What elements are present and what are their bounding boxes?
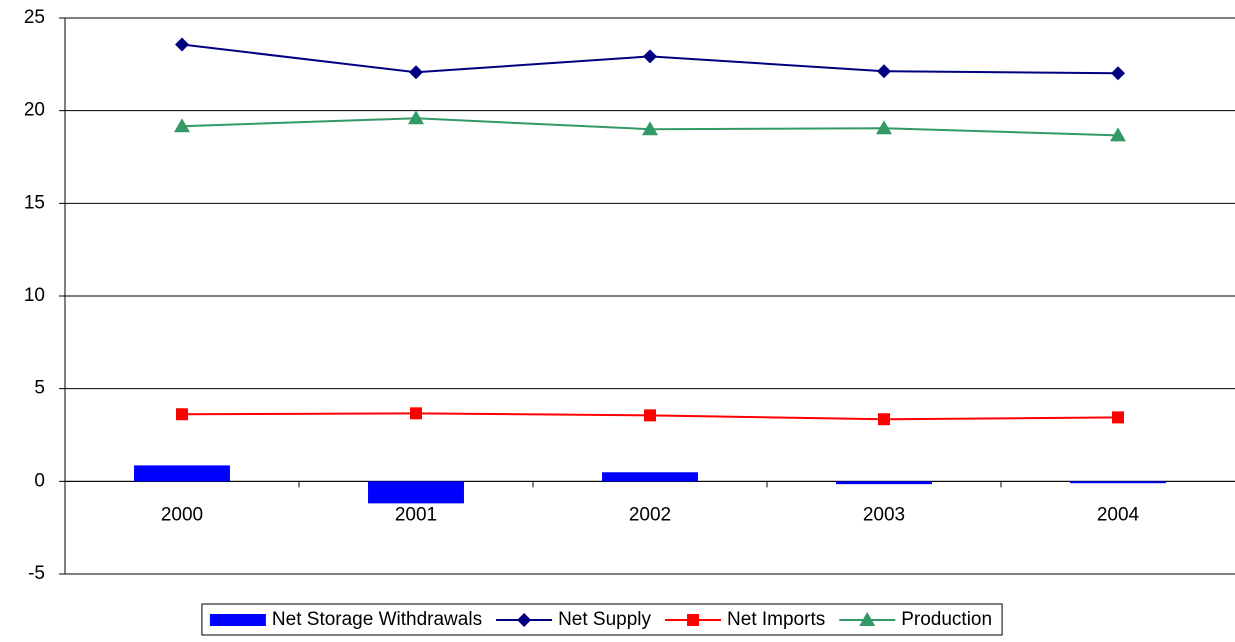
- marker: [408, 110, 424, 125]
- y-tick-label: 5: [34, 378, 45, 399]
- y-tick-label: -5: [28, 563, 45, 584]
- y-tick-label: 15: [24, 192, 45, 213]
- x-tick-label: 2000: [161, 504, 203, 525]
- legend-swatch: [209, 614, 266, 626]
- marker: [642, 121, 658, 136]
- legend-marker: [859, 612, 876, 626]
- bar: [134, 465, 230, 482]
- x-tick-label: 2002: [629, 504, 671, 525]
- legend-label: Net Imports: [727, 609, 825, 630]
- marker: [643, 49, 657, 64]
- marker: [1110, 127, 1126, 142]
- bar: [1070, 481, 1166, 484]
- marker: [644, 409, 656, 422]
- legend-marker: [687, 614, 700, 626]
- marker: [878, 413, 890, 426]
- y-tick-label: 25: [24, 7, 45, 28]
- marker: [410, 407, 422, 420]
- bar: [836, 481, 932, 485]
- x-tick-label: 2001: [395, 504, 437, 525]
- marker: [409, 65, 423, 80]
- legend-label: Net Storage Withdrawals: [272, 609, 482, 630]
- y-tick-label: 10: [24, 285, 45, 306]
- legend-label: Net Supply: [558, 609, 651, 630]
- marker: [174, 118, 190, 133]
- y-tick-label: 20: [24, 100, 45, 121]
- bar: [368, 481, 464, 504]
- legend-marker: [517, 613, 532, 627]
- x-tick-label: 2003: [863, 504, 905, 525]
- legend: Net Storage Withdrawals Net Supply Net Imp…: [201, 603, 1003, 636]
- marker: [876, 120, 892, 135]
- bar: [602, 472, 698, 482]
- marker: [1112, 411, 1124, 424]
- marker: [1111, 66, 1125, 81]
- y-tick-label: 0: [34, 470, 45, 491]
- legend-label: Production: [901, 609, 992, 630]
- marker: [175, 37, 189, 52]
- marker: [176, 408, 188, 421]
- x-tick-label: 2004: [1097, 504, 1140, 525]
- marker: [877, 64, 891, 79]
